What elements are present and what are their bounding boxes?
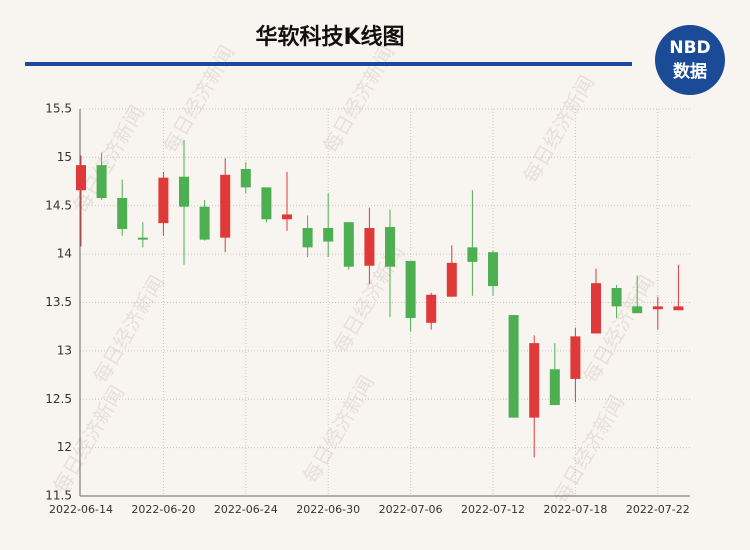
candle-body bbox=[446, 262, 457, 297]
x-tick-label: 2022-07-12 bbox=[461, 503, 525, 516]
candle-body bbox=[282, 214, 292, 220]
x-tick-label: 2022-06-20 bbox=[131, 503, 195, 516]
x-tick-label: 2022-07-06 bbox=[379, 503, 443, 516]
candle-body bbox=[673, 306, 684, 311]
candle-body bbox=[199, 206, 210, 240]
logo bbox=[655, 25, 725, 95]
candle-body bbox=[467, 247, 478, 262]
candle-body bbox=[137, 237, 148, 240]
candle-body bbox=[220, 174, 231, 238]
title-rule bbox=[25, 62, 632, 66]
candle-body bbox=[426, 294, 437, 323]
candle-body bbox=[76, 165, 86, 191]
candle-body bbox=[179, 176, 189, 207]
candle-body bbox=[364, 228, 375, 266]
candle-body bbox=[323, 228, 334, 242]
candle-body bbox=[591, 283, 601, 334]
y-tick-label: 12 bbox=[57, 440, 72, 454]
candle-body bbox=[611, 287, 622, 307]
y-tick-label: 15 bbox=[57, 150, 72, 164]
x-tick-label: 2022-06-14 bbox=[49, 503, 113, 516]
candle-body bbox=[261, 187, 272, 220]
candle-body bbox=[652, 306, 663, 310]
candle-body bbox=[488, 252, 498, 287]
candle-body bbox=[549, 369, 560, 406]
candle-body bbox=[343, 222, 354, 267]
candle-body bbox=[302, 228, 313, 248]
logo-text: NBD bbox=[669, 38, 710, 58]
y-tick-label: 13 bbox=[57, 343, 72, 357]
candle-body bbox=[240, 168, 251, 188]
y-tick-label: 15.5 bbox=[45, 102, 72, 116]
candle-body bbox=[632, 306, 643, 314]
candle-body bbox=[385, 227, 395, 267]
chart-title: 华软科技K线图 bbox=[255, 24, 404, 50]
candle-body bbox=[117, 198, 128, 229]
candle-body bbox=[529, 343, 540, 418]
candle-body bbox=[158, 177, 169, 224]
x-tick-label: 2022-07-18 bbox=[543, 503, 607, 516]
candle-body bbox=[405, 260, 416, 318]
y-tick-label: 12.5 bbox=[45, 392, 72, 406]
candle-body bbox=[96, 165, 107, 199]
y-tick-label: 11.5 bbox=[45, 489, 72, 503]
x-tick-label: 2022-06-24 bbox=[214, 503, 278, 516]
x-tick-label: 2022-07-22 bbox=[626, 503, 690, 516]
y-tick-label: 14.5 bbox=[45, 198, 72, 212]
y-tick-label: 13.5 bbox=[45, 295, 72, 309]
logo-text: 数据 bbox=[673, 61, 707, 82]
candle-body bbox=[508, 315, 519, 418]
x-tick-label: 2022-06-30 bbox=[296, 503, 360, 516]
candle-body bbox=[570, 336, 581, 379]
y-tick-label: 14 bbox=[57, 247, 72, 261]
